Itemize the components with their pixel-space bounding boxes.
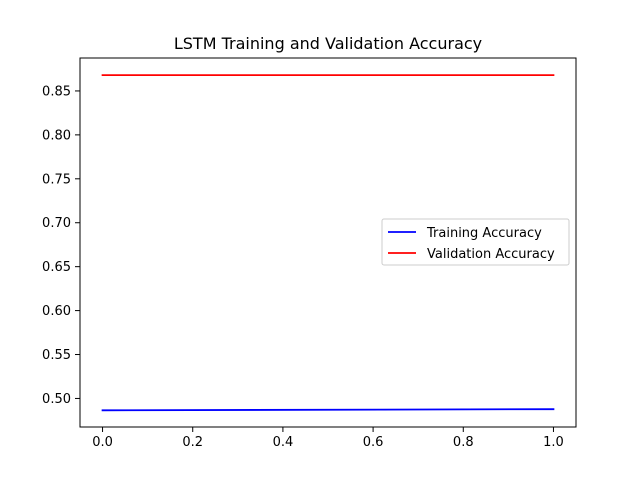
- x-tick-label: 0.8: [453, 435, 474, 450]
- series-line-training-accuracy: [101, 408, 555, 412]
- y-tick-label: 0.65: [42, 260, 71, 275]
- legend-label: Training Accuracy: [426, 226, 542, 241]
- legend-box: [381, 218, 570, 266]
- x-tick-label: 0.0: [92, 435, 113, 450]
- y-tick-label: 0.80: [42, 128, 71, 143]
- series-layer: [101, 74, 555, 412]
- x-tick-label: 0.2: [182, 435, 203, 450]
- y-tick-label: 0.85: [42, 84, 71, 99]
- x-tick-label: 1.0: [543, 435, 564, 450]
- x-tick-label: 0.6: [363, 435, 384, 450]
- y-tick-label: 0.60: [42, 304, 71, 319]
- legend-label: Validation Accuracy: [427, 247, 555, 262]
- y-tick-label: 0.55: [42, 348, 71, 363]
- plot-frame: [79, 57, 577, 428]
- y-tick-label: 0.50: [42, 392, 71, 407]
- y-tick-label: 0.70: [42, 216, 71, 231]
- x-tick-label: 0.4: [273, 435, 294, 450]
- legend-items: Training Accuracy Validation Accuracy: [388, 226, 555, 262]
- x-axis: 0.0 0.2 0.4 0.6 0.8 1.0: [92, 427, 564, 450]
- y-axis: 0.50 0.55 0.60 0.65 0.70 0.75 0.80 0.85: [42, 84, 80, 407]
- legend: Training Accuracy Validation Accuracy: [381, 218, 570, 266]
- chart-title: LSTM Training and Validation Accuracy: [174, 34, 482, 53]
- y-tick-label: 0.75: [42, 172, 71, 187]
